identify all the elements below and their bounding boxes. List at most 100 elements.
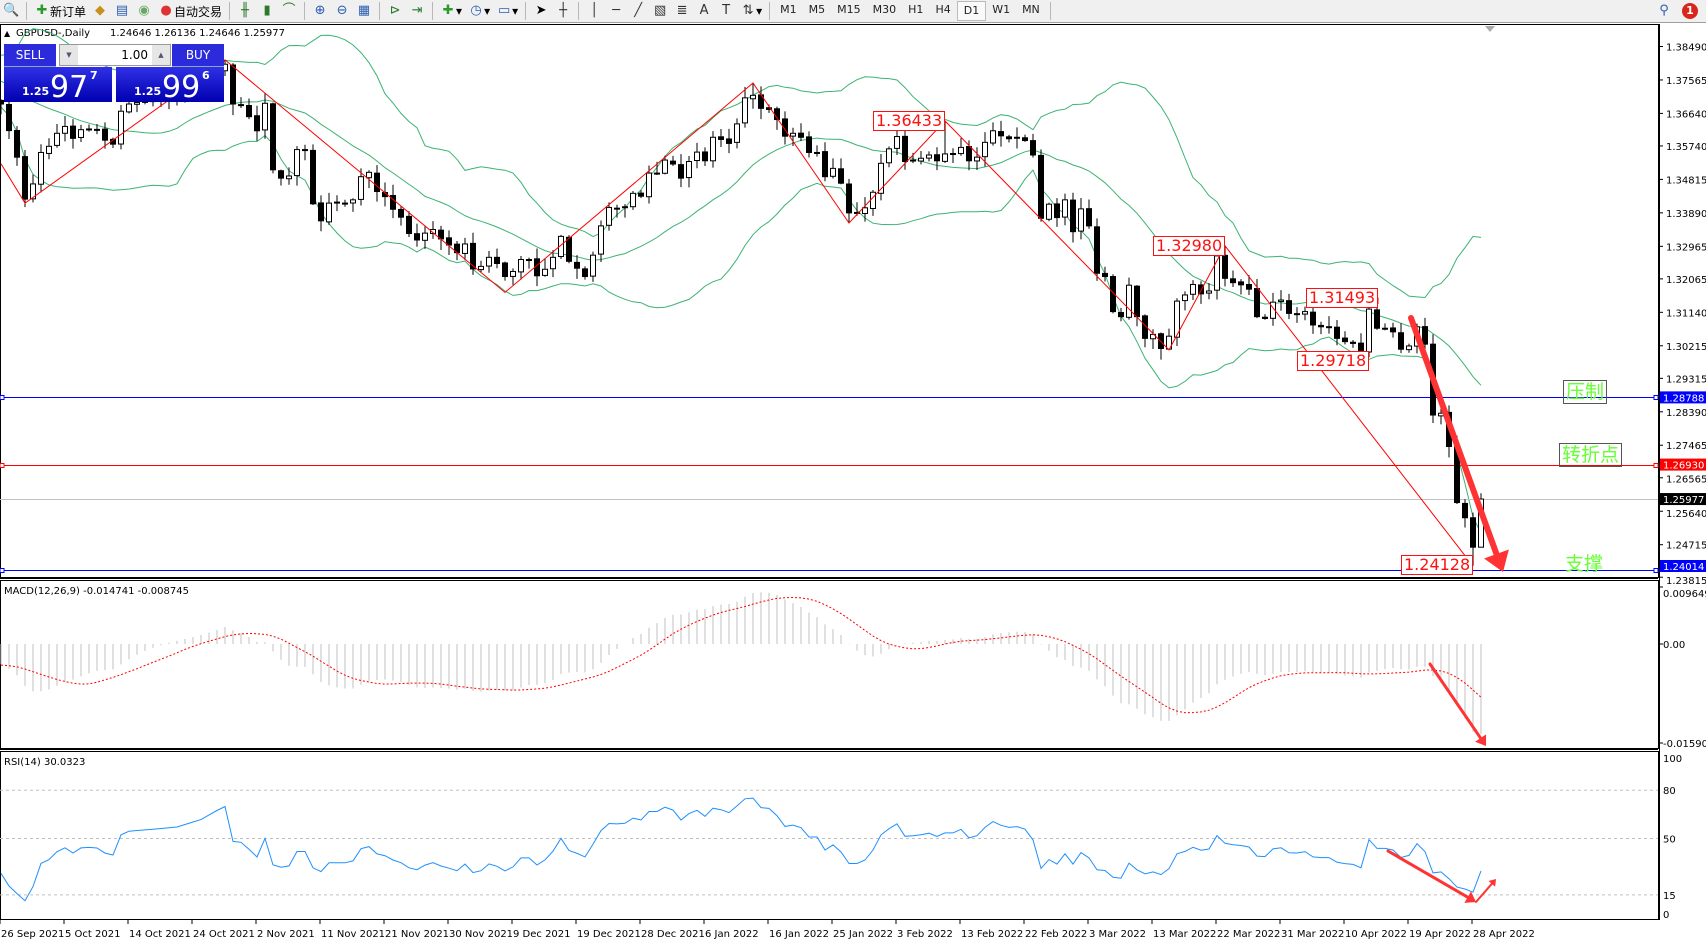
auto-trading-icon: ● xyxy=(160,3,172,18)
crosshair-button[interactable]: ┼ xyxy=(552,1,574,21)
auto-trading-button[interactable]: ● 自动交易 xyxy=(155,1,225,21)
sell-price-button[interactable]: 1.25 97 7 xyxy=(4,67,112,105)
lot-size-stepper[interactable]: ▼ 1.00 ▲ xyxy=(59,44,171,66)
candle-body xyxy=(270,103,276,171)
signal-icon: ◉ xyxy=(138,3,150,18)
price-axis-label: 1.36640 xyxy=(1666,109,1706,120)
bar-chart-button[interactable]: ╫ xyxy=(234,1,256,21)
zigzag-line xyxy=(0,59,1474,567)
macd-signal-line xyxy=(0,596,1482,714)
zoom-tool-button[interactable]: 🔍 xyxy=(0,1,22,21)
level-handle[interactable] xyxy=(0,463,5,468)
buy-button[interactable]: BUY xyxy=(172,44,224,67)
date-axis-label: 14 Oct 2021 xyxy=(129,929,191,940)
equidistant-channel-button[interactable]: ▧ xyxy=(649,1,671,21)
level-handle[interactable] xyxy=(1653,395,1659,400)
candle-body xyxy=(790,132,796,137)
autoscroll-button[interactable]: ⊳ xyxy=(384,1,406,21)
zoom-out-button[interactable]: ⊖ xyxy=(331,1,353,21)
cursor-button[interactable]: ➤ xyxy=(530,1,552,21)
candle-body xyxy=(678,164,684,179)
candle-body xyxy=(1102,272,1108,278)
timeframe-d1[interactable]: D1 xyxy=(956,1,987,21)
candle-body xyxy=(782,118,788,137)
timeframe-bar: M1 M5 M15 M30 H1 H4 D1 W1 MN xyxy=(774,1,1046,21)
candle-body xyxy=(1246,283,1252,290)
candle-body xyxy=(1238,281,1244,286)
candle-body xyxy=(118,110,124,145)
new-order-label: 新订单 xyxy=(50,4,87,19)
candle-body xyxy=(238,104,244,107)
candle-body xyxy=(966,145,972,162)
fibonacci-button[interactable]: ≣ xyxy=(671,1,693,21)
vertical-line-button[interactable]: │ xyxy=(583,1,605,21)
navigator-button[interactable]: ▤ xyxy=(111,1,133,21)
date-axis-label: 22 Feb 2022 xyxy=(1025,929,1087,940)
candle-body xyxy=(1302,311,1308,315)
candle-body xyxy=(894,136,900,149)
price-tag-label: 1.25977 xyxy=(1663,495,1704,506)
level-handle[interactable] xyxy=(1653,463,1659,468)
level-handle[interactable] xyxy=(1653,568,1659,573)
candle-body xyxy=(14,130,20,158)
candle-body xyxy=(1030,140,1036,156)
date-axis-label: 19 Dec 2021 xyxy=(577,929,641,940)
sell-button[interactable]: SELL xyxy=(4,44,56,67)
tile-windows-button[interactable]: ▦ xyxy=(353,1,375,21)
line-chart-button[interactable]: ⌒ xyxy=(278,1,300,21)
candle-body xyxy=(1422,326,1428,345)
candle-body xyxy=(478,265,484,271)
timeframe-h4[interactable]: H4 xyxy=(935,3,951,16)
templates-button[interactable]: ▭ ▾ xyxy=(497,3,519,18)
candle-body xyxy=(1382,327,1388,330)
horizontal-line-button[interactable]: ─ xyxy=(605,1,627,21)
chart-shift-button[interactable]: ⇥ xyxy=(406,1,428,21)
trendline-button[interactable]: ╱ xyxy=(627,1,649,21)
price-axis-label: 1.29315 xyxy=(1666,374,1706,385)
candle-body xyxy=(1118,312,1124,318)
turning-point-note: 转折点 xyxy=(1559,443,1623,467)
candle-body xyxy=(990,130,996,144)
candle-body xyxy=(430,229,436,234)
text-label-button[interactable]: T xyxy=(715,1,737,21)
candlestick-icon: ▮ xyxy=(263,3,271,18)
indicators-button[interactable]: ✚ ▾ xyxy=(437,1,465,21)
candle-body xyxy=(1062,199,1068,218)
lot-size-input[interactable]: 1.00 xyxy=(121,48,148,62)
candle-body xyxy=(598,225,604,255)
lot-increase-button[interactable]: ▲ xyxy=(152,45,170,65)
level-handle[interactable] xyxy=(0,395,5,400)
sell-price-prefix: 1.25 xyxy=(22,85,50,98)
timeframe-w1[interactable]: W1 xyxy=(992,3,1011,16)
arrows-button[interactable]: ⇅ ▾ xyxy=(737,1,765,21)
rsi-header: RSI(14) 30.0323 xyxy=(4,757,85,768)
lot-decrease-button[interactable]: ▼ xyxy=(60,45,78,65)
timeframe-m15[interactable]: M15 xyxy=(837,3,861,16)
new-order-button[interactable]: ✚ 新订单 xyxy=(31,1,89,21)
timeframe-m30[interactable]: M30 xyxy=(872,3,897,16)
navigator-icon: ▤ xyxy=(115,3,129,18)
signals-button[interactable]: ◉ xyxy=(133,1,155,21)
candle-body xyxy=(526,259,532,262)
metaeditor-button[interactable]: ◆ xyxy=(89,1,111,21)
search-icon[interactable]: ⚲ xyxy=(1659,3,1669,18)
zoom-out-icon: ⊖ xyxy=(336,3,348,18)
price-axis-label: 1.31140 xyxy=(1666,308,1706,319)
candle-body xyxy=(846,183,852,214)
timeframe-m1[interactable]: M1 xyxy=(780,3,797,16)
timeframe-mn[interactable]: MN xyxy=(1022,3,1040,16)
candle-body xyxy=(6,103,12,132)
buy-price-button[interactable]: 1.25 99 6 xyxy=(116,67,224,105)
timeframe-h1[interactable]: H1 xyxy=(908,3,924,16)
level-handle[interactable] xyxy=(0,568,5,573)
toolbar-divider xyxy=(769,2,771,20)
zoom-in-button[interactable]: ⊕ xyxy=(309,1,331,21)
chart-shift-marker[interactable] xyxy=(1485,26,1495,32)
periods-button[interactable]: ◷ ▾ xyxy=(465,1,493,21)
text-button[interactable]: A xyxy=(693,1,715,21)
notification-badge[interactable]: 1 xyxy=(1682,3,1698,19)
candlestick-button[interactable]: ▮ xyxy=(256,1,278,21)
timeframe-m5[interactable]: M5 xyxy=(808,3,826,16)
rsi-axis-label: 0 xyxy=(1663,910,1669,921)
